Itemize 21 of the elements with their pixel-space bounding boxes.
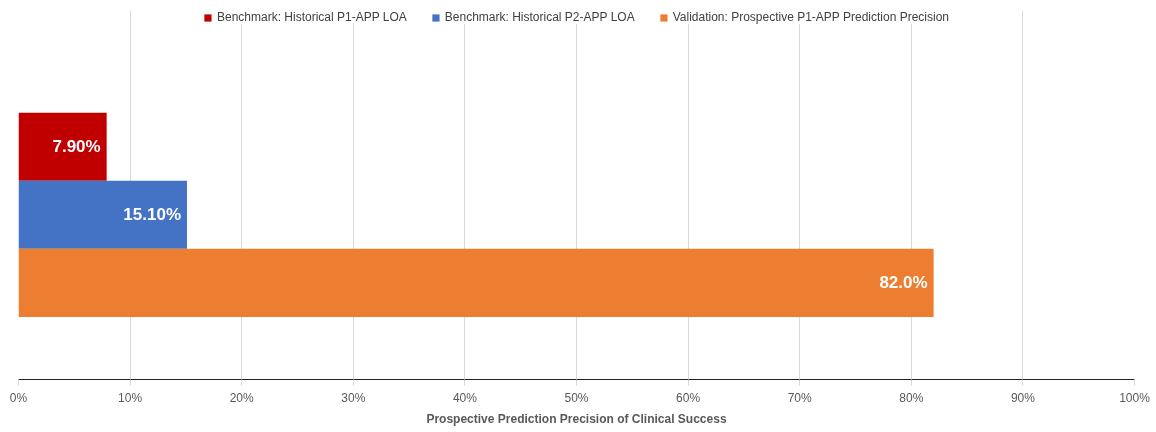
x-tick-label: 70% [787,390,813,405]
data-label: 15.10% [123,205,182,225]
legend-label: Benchmark: Historical P2-APP LOA [444,10,635,24]
x-tick-label: 40% [452,390,478,405]
x-tick-label: 30% [341,390,366,405]
x-tick-label: 0% [9,390,28,405]
legend-label: Benchmark: Historical P1-APP LOA [216,10,407,24]
bar [18,112,107,181]
x-tick-label: 10% [118,390,143,405]
x-tick-label: 60% [676,390,701,405]
x-tick-label: 100% [1119,390,1151,405]
data-label: 82.0% [879,273,928,293]
x-tick-label: 20% [229,390,255,405]
legend-label: Validation: Prospective P1-APP Prediction Precision [672,10,950,24]
x-tick-label: 50% [564,390,589,405]
bar [18,180,188,249]
x-tick-label: 90% [1010,390,1036,405]
x-axis-title: Prospective Prediction Precision of Clinical Success [426,411,727,426]
x-tick-label: 80% [899,390,924,405]
data-label: 7.90% [52,137,101,157]
bar [18,248,934,317]
